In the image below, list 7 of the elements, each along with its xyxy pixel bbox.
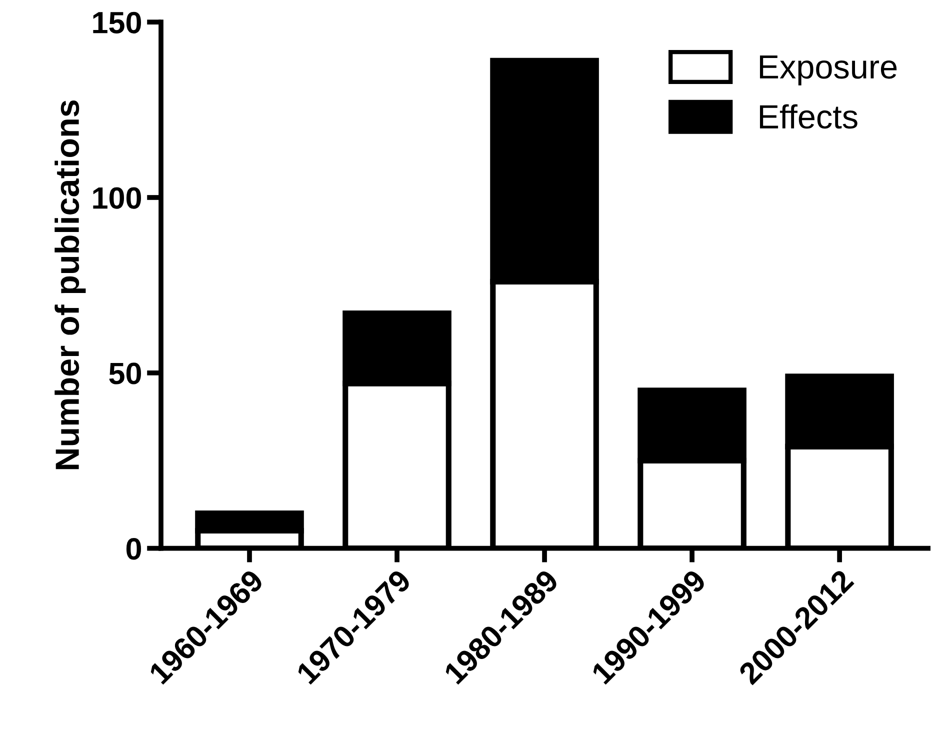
y-tick-label: 100 [93,187,141,209]
legend-label: Effects [760,104,858,129]
y-tick-label: 0 [126,538,141,560]
legend-label: Exposure [760,55,897,86]
y-axis-title: Number of publications [54,100,86,470]
y-tick-label: 50 [109,362,141,384]
y-tick-label: 150 [93,12,141,34]
